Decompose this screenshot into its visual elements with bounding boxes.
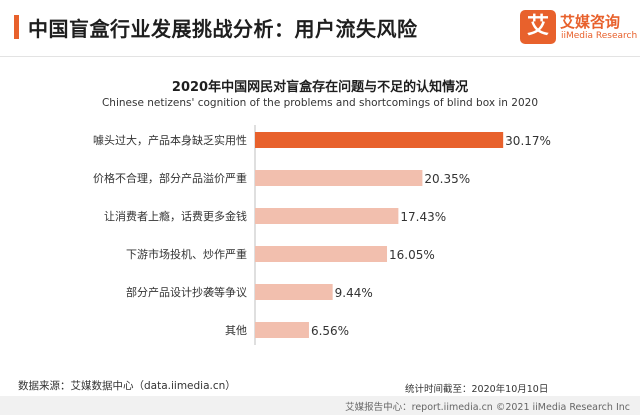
category-label: 让消费者上瘾，话费更多金钱	[104, 209, 247, 223]
category-label: 下游市场投机、炒作严重	[126, 247, 247, 261]
footer-report-text: 艾媒报告中心：report.iimedia.cn ©2021 iiMedia R…	[345, 402, 630, 413]
bar	[255, 132, 504, 148]
category-label: 部分产品设计抄袭等争议	[126, 285, 247, 299]
data-label: 30.17%	[505, 134, 551, 148]
logo-name-cn: 艾媒咨询	[560, 13, 621, 31]
header: 中国盲盒行业发展挑战分析：用户流失风险 艾 艾媒咨询 iiMedia Resea…	[0, 0, 640, 56]
bar	[255, 246, 388, 262]
header-divider	[0, 56, 640, 57]
logo-mark-icon: 艾	[520, 10, 556, 44]
iimedia-logo: 艾 艾媒咨询 iiMedia Research	[520, 8, 638, 48]
data-label: 17.43%	[400, 210, 446, 224]
page-title: 中国盲盒行业发展挑战分析：用户流失风险	[28, 17, 418, 41]
data-label: 6.56%	[311, 324, 349, 338]
bar	[255, 208, 399, 224]
category-label: 价格不合理，部分产品溢价严重	[93, 171, 247, 185]
stat-time: 统计时间截至：2020年10月10日	[405, 384, 549, 395]
data-label: 9.44%	[335, 286, 373, 300]
data-source: 数据来源：艾媒数据中心（data.iimedia.cn）	[18, 380, 236, 392]
data-label: 20.35%	[424, 172, 470, 186]
category-label: 噱头过大，产品本身缺乏实用性	[93, 133, 247, 147]
chart-subtitle: Chinese netizens' cognition of the probl…	[101, 97, 539, 109]
chart-title: 2020年中国网民对盲盒存在问题与不足的认知情况	[171, 80, 469, 95]
logo-name-en: iiMedia Research	[561, 31, 638, 41]
bar	[255, 322, 309, 338]
bar	[255, 284, 333, 300]
title-accent-bar	[14, 15, 19, 39]
category-label: 其他	[225, 324, 247, 337]
data-label: 16.05%	[389, 248, 435, 262]
footer-bar: 艾媒报告中心：report.iimedia.cn ©2021 iiMedia R…	[0, 396, 640, 415]
bar	[255, 170, 423, 186]
